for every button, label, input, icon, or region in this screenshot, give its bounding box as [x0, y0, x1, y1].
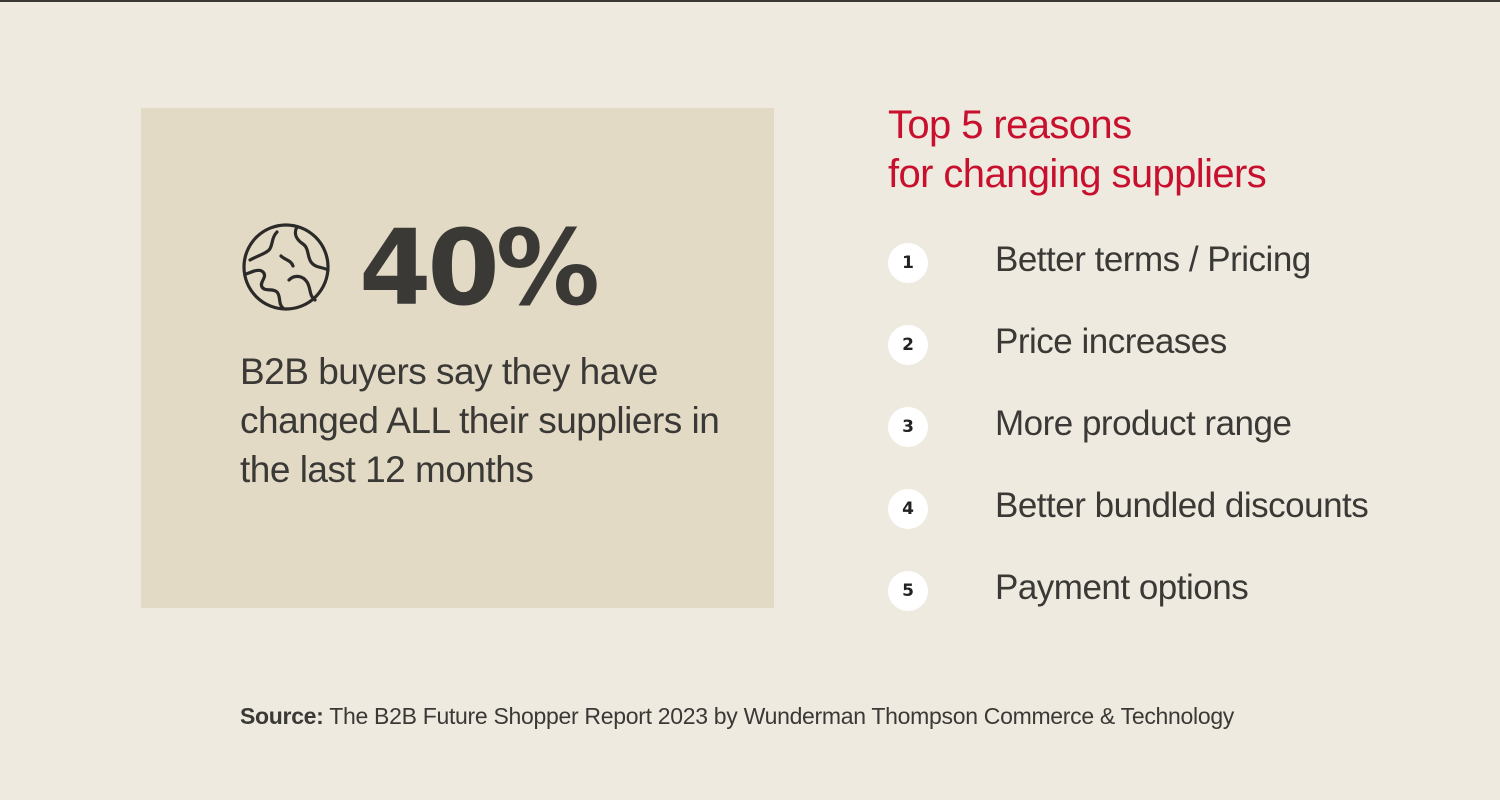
stat-panel: 40% B2B buyers say they have changed ALL… [141, 108, 774, 608]
source-text: The B2B Future Shopper Report 2023 by Wu… [329, 703, 1235, 729]
stat-value: 40% [359, 207, 600, 329]
source-note: Source: The B2B Future Shopper Report 20… [240, 700, 1234, 732]
reason-item: 1 Better terms / Pricing [888, 240, 1428, 283]
reason-number-badge: 1 [888, 243, 928, 283]
reason-item: 3 More product range [888, 404, 1428, 447]
top-divider [0, 0, 1500, 2]
globe-icon [242, 223, 330, 311]
reason-item: 5 Payment options [888, 568, 1428, 611]
reason-label: Price increases [995, 322, 1227, 361]
reasons-title: Top 5 reasons for changing suppliers [888, 101, 1267, 199]
reason-label: Payment options [995, 568, 1249, 607]
reason-number-badge: 5 [888, 571, 928, 611]
reason-label: More product range [995, 404, 1292, 443]
reason-label: Better bundled discounts [995, 486, 1369, 525]
reason-number-badge: 4 [888, 489, 928, 529]
source-label: Source: [240, 703, 324, 729]
reason-number-badge: 2 [888, 325, 928, 365]
reason-item: 4 Better bundled discounts [888, 486, 1428, 529]
stat-description: B2B buyers say they have changed ALL the… [240, 351, 720, 490]
reasons-title-line-2: for changing suppliers [888, 152, 1267, 196]
reason-number-badge: 3 [888, 407, 928, 447]
reason-label: Better terms / Pricing [995, 240, 1311, 279]
reason-item: 2 Price increases [888, 322, 1428, 365]
reasons-title-line-1: Top 5 reasons [888, 103, 1132, 147]
